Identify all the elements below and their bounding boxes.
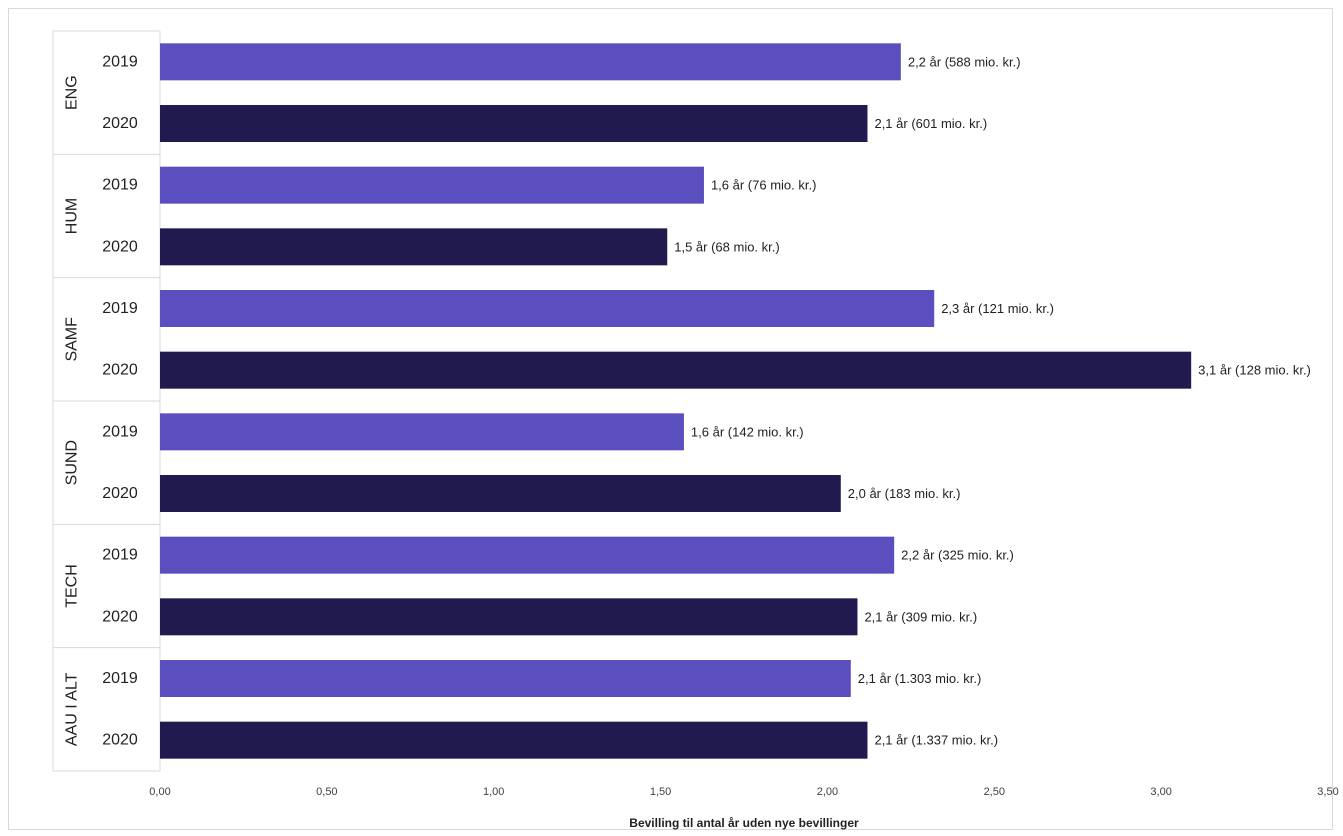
year-label: 2019 (102, 423, 138, 440)
x-tick-label: 2,50 (984, 786, 1005, 798)
group-label: SUND (64, 440, 81, 485)
bar (160, 536, 895, 574)
axis-layer: ENG 2019 2020 HUM 2019 2020 SAMF 2019 2020 SUND 20… (52, 30, 1339, 798)
data-label: 2,2 år (325 mio. kr.) (901, 548, 1014, 563)
bar (160, 105, 868, 142)
year-label: 2020 (102, 238, 138, 255)
x-tick-label: 1,00 (483, 786, 504, 798)
group-label: HUM (64, 198, 81, 234)
data-label: 2,0 år (183 mio. kr.) (848, 486, 961, 501)
bar (160, 475, 841, 512)
bar (160, 351, 1192, 389)
year-label: 2020 (102, 732, 138, 749)
data-label: 1,6 år (142 mio. kr.) (691, 424, 804, 439)
x-tick-label: 3,00 (1150, 786, 1171, 798)
bar (160, 660, 851, 697)
data-label: 3,1 år (128 mio. kr.) (1198, 363, 1311, 378)
data-label: 2,1 år (309 mio. kr.) (864, 609, 977, 624)
data-label: 2,1 år (1.303 mio. kr.) (858, 671, 982, 686)
bar (160, 290, 935, 327)
x-tick-label: 0,00 (149, 786, 170, 798)
year-label: 2020 (102, 115, 138, 132)
group-label: TECH (64, 564, 81, 608)
year-label: 2020 (102, 608, 138, 625)
data-label: 2,1 år (1.337 mio. kr.) (874, 733, 998, 748)
bar (160, 166, 704, 204)
data-label: 2,3 år (121 mio. kr.) (941, 301, 1054, 316)
data-label: 1,5 år (68 mio. kr.) (674, 239, 779, 254)
bar (160, 43, 901, 81)
group-label: AAU I ALT (64, 672, 81, 746)
year-label: 2019 (102, 53, 138, 70)
bar (160, 598, 858, 636)
x-tick-label: 1,50 (650, 786, 671, 798)
bar (160, 228, 668, 266)
bar (160, 413, 684, 451)
bar (160, 721, 868, 759)
data-label: 1,6 år (76 mio. kr.) (711, 178, 816, 193)
bars-layer: 2,2 år (588 mio. kr.) 2,1 år (601 mio. kr… (160, 43, 1311, 759)
x-tick-label: 3,50 (1317, 786, 1338, 798)
year-label: 2019 (102, 177, 138, 194)
x-axis-title: Bevilling til antal år uden nye bevillin… (629, 816, 859, 830)
x-tick-label: 2,00 (817, 786, 838, 798)
year-label: 2019 (102, 547, 138, 564)
year-label: 2020 (102, 362, 138, 379)
data-label: 2,1 år (601 mio. kr.) (874, 116, 987, 131)
group-label: ENG (64, 75, 81, 110)
chart-frame (8, 8, 1333, 830)
year-label: 2019 (102, 300, 138, 317)
year-label: 2019 (102, 670, 138, 687)
group-label: SAMF (64, 317, 81, 362)
data-label: 2,2 år (588 mio. kr.) (908, 54, 1021, 69)
year-label: 2020 (102, 485, 138, 502)
x-tick-label: 0,50 (316, 786, 337, 798)
